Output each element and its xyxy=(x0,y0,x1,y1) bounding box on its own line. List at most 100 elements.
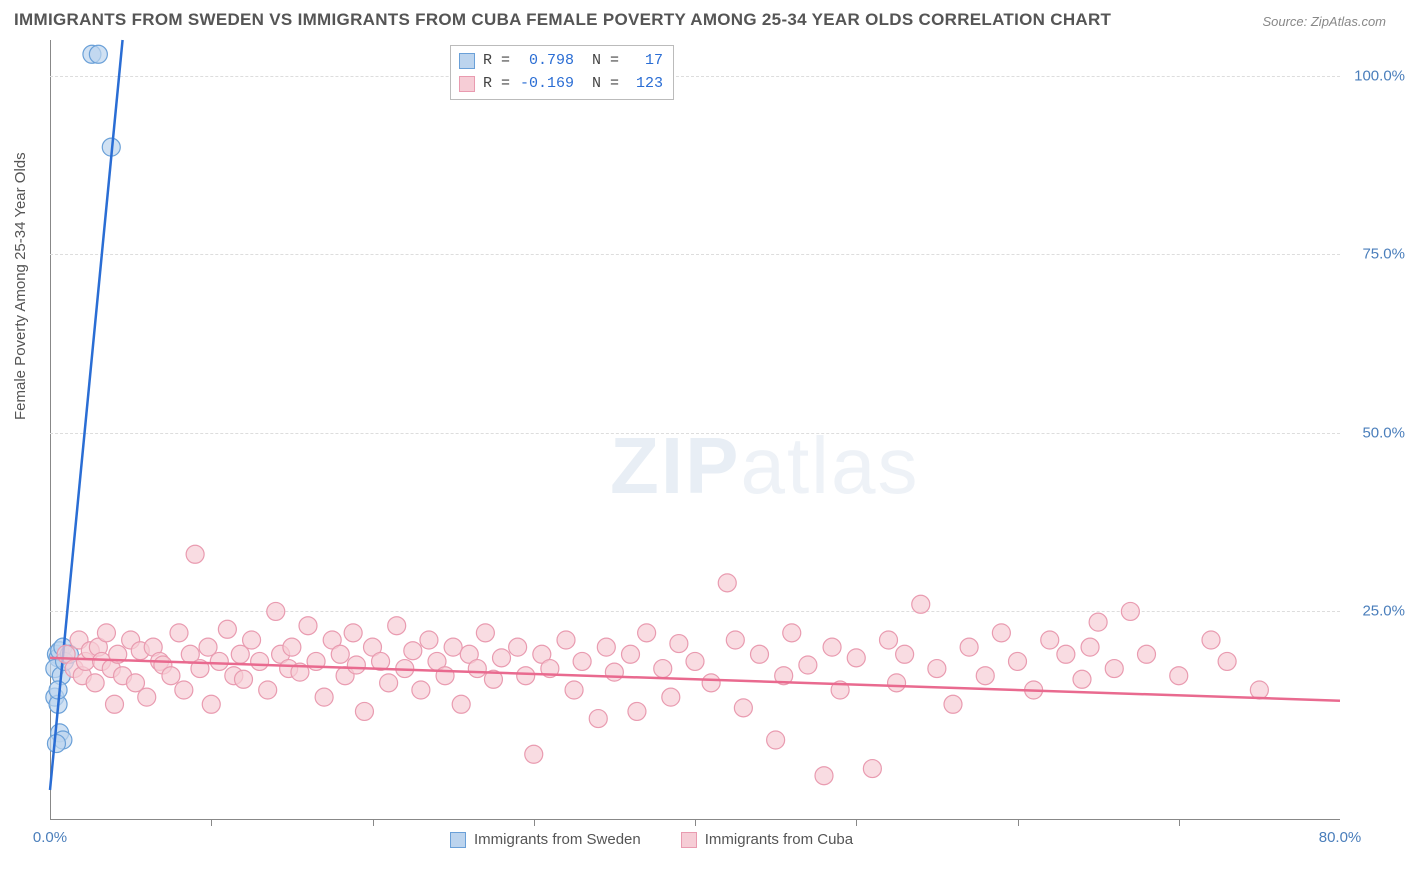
data-point xyxy=(597,638,615,656)
x-tick-mark xyxy=(211,820,212,826)
data-point xyxy=(573,652,591,670)
y-tick-label: 100.0% xyxy=(1350,67,1405,84)
data-point xyxy=(622,645,640,663)
data-point xyxy=(380,674,398,692)
data-point xyxy=(960,638,978,656)
legend-swatch xyxy=(450,832,466,848)
data-point xyxy=(444,638,462,656)
y-tick-label: 50.0% xyxy=(1350,424,1405,441)
x-tick-mark xyxy=(373,820,374,826)
chart-area: ZIPatlas R =0.798N =17R =-0.169N =123 Im… xyxy=(50,40,1340,850)
correlation-legend: R = 0.798 N = 17R = -0.169 N = 123 xyxy=(450,45,674,100)
data-point xyxy=(243,631,261,649)
data-point xyxy=(420,631,438,649)
stat-r-value: 0.798 xyxy=(518,50,574,73)
x-tick-mark xyxy=(695,820,696,826)
x-tick-mark xyxy=(1179,820,1180,826)
stat-n-value: 123 xyxy=(627,73,663,96)
data-point xyxy=(86,674,104,692)
data-point xyxy=(589,710,607,728)
data-point xyxy=(799,656,817,674)
x-tick-mark xyxy=(1018,820,1019,826)
data-point xyxy=(210,652,228,670)
data-point xyxy=(638,624,656,642)
data-point xyxy=(1041,631,1059,649)
data-point xyxy=(863,760,881,778)
data-point xyxy=(1057,645,1075,663)
data-point xyxy=(97,624,115,642)
data-point xyxy=(412,681,430,699)
data-point xyxy=(138,688,156,706)
stat-n-value: 17 xyxy=(627,50,663,73)
data-point xyxy=(347,656,365,674)
legend-swatch xyxy=(459,53,475,69)
data-point xyxy=(815,767,833,785)
data-point xyxy=(170,624,188,642)
legend-item: Immigrants from Sweden xyxy=(450,831,641,848)
y-axis-label: Female Poverty Among 25-34 Year Olds xyxy=(12,152,29,420)
data-point xyxy=(976,667,994,685)
data-point xyxy=(670,635,688,653)
data-point xyxy=(468,660,486,678)
data-point xyxy=(436,667,454,685)
data-point xyxy=(1121,602,1139,620)
data-point xyxy=(1009,652,1027,670)
data-point xyxy=(565,681,583,699)
data-point xyxy=(1081,638,1099,656)
data-point xyxy=(767,731,785,749)
legend-stats-row: R = -0.169 N = 123 xyxy=(459,73,663,96)
data-point xyxy=(47,735,65,753)
stat-r-label: R = xyxy=(483,50,510,73)
legend-stats-row: R =0.798N =17 xyxy=(459,50,663,73)
data-point xyxy=(525,745,543,763)
source-attribution: Source: ZipAtlas.com xyxy=(1262,14,1386,29)
data-point xyxy=(686,652,704,670)
data-point xyxy=(267,602,285,620)
data-point xyxy=(283,638,301,656)
stat-r-label: R = xyxy=(483,73,510,96)
stat-n-label: N = xyxy=(592,73,619,96)
legend-swatch xyxy=(459,76,475,92)
data-point xyxy=(355,702,373,720)
data-point xyxy=(1089,613,1107,631)
data-point xyxy=(1170,667,1188,685)
data-point xyxy=(315,688,333,706)
data-point xyxy=(628,702,646,720)
data-point xyxy=(880,631,898,649)
data-point xyxy=(344,624,362,642)
data-point xyxy=(299,617,317,635)
data-point xyxy=(847,649,865,667)
data-point xyxy=(992,624,1010,642)
data-point xyxy=(1218,652,1236,670)
data-point xyxy=(888,674,906,692)
data-point xyxy=(493,649,511,667)
data-point xyxy=(912,595,930,613)
x-tick-mark xyxy=(534,820,535,826)
data-point xyxy=(751,645,769,663)
data-point xyxy=(702,674,720,692)
data-point xyxy=(1073,670,1091,688)
data-point xyxy=(89,45,107,63)
data-point xyxy=(106,695,124,713)
data-point xyxy=(896,645,914,663)
data-point xyxy=(202,695,220,713)
data-point xyxy=(1202,631,1220,649)
chart-title: IMMIGRANTS FROM SWEDEN VS IMMIGRANTS FRO… xyxy=(14,10,1111,30)
data-point xyxy=(557,631,575,649)
y-tick-label: 75.0% xyxy=(1350,246,1405,263)
data-point xyxy=(218,620,236,638)
data-point xyxy=(1138,645,1156,663)
data-point xyxy=(718,574,736,592)
series-legend: Immigrants from SwedenImmigrants from Cu… xyxy=(450,831,853,848)
data-point xyxy=(251,652,269,670)
stat-r-value: -0.169 xyxy=(518,73,574,96)
data-point xyxy=(783,624,801,642)
data-point xyxy=(162,667,180,685)
data-point xyxy=(186,545,204,563)
data-point xyxy=(823,638,841,656)
data-point xyxy=(476,624,494,642)
x-tick-mark xyxy=(856,820,857,826)
data-point xyxy=(944,695,962,713)
data-point xyxy=(388,617,406,635)
scatter-plot xyxy=(50,40,1340,850)
